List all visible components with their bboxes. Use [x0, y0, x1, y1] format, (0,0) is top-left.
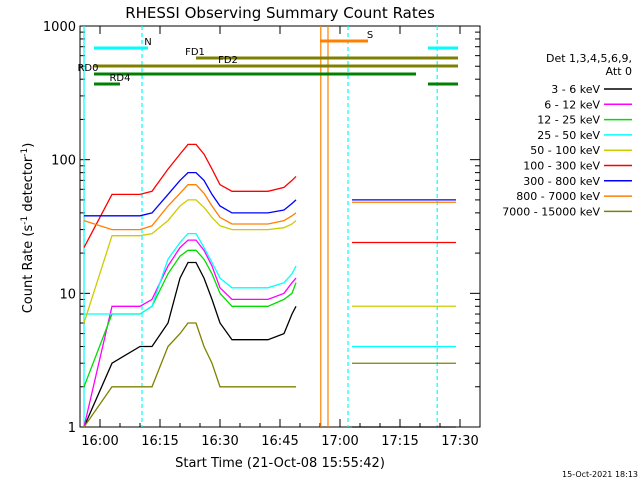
- series-line: [84, 232, 297, 315]
- series-line: [83, 239, 297, 428]
- flag-label-n: N: [144, 37, 151, 48]
- plot-area: 1 10 100 1000 16:00 16:15 16:30 16:45 17:00 17:15…: [43, 20, 481, 449]
- legend-label: 50 - 100 keV: [530, 144, 600, 157]
- timestamp: 15-Oct-2021 18:13: [562, 470, 638, 479]
- x-tick-label: 16:15: [141, 434, 178, 449]
- x-tick-label: 17:15: [381, 434, 418, 449]
- x-axis-label: Start Time (21-Oct-08 15:55:42): [175, 456, 385, 471]
- series-line: [83, 199, 297, 324]
- plot-frame: [79, 25, 481, 428]
- chart-title: RHESSI Observing Summary Count Rates: [125, 4, 435, 22]
- x-tick-label: 17:30: [441, 434, 478, 449]
- y-axis-label-text: Count Rate (s-1 detector-1): [20, 143, 36, 314]
- y-tick-label: 1: [68, 421, 76, 436]
- legend-label: 300 - 800 keV: [523, 175, 600, 188]
- legend-label: 12 - 25 keV: [537, 114, 600, 127]
- flag-label-fd2: FD2: [218, 55, 238, 66]
- series-line: [83, 184, 297, 231]
- legend: Det 1,3,4,5,6,9,Att 0 3 - 6 keV 6 - 12 keV…: [502, 52, 632, 218]
- x-tick-label: 16:45: [261, 434, 298, 449]
- y-tick-label: 10: [59, 287, 76, 302]
- series-line: [83, 322, 296, 428]
- series-line: [83, 261, 297, 428]
- legend-label: 7000 - 15000 keV: [502, 205, 600, 218]
- flag-label-rd4: RD4: [109, 73, 130, 84]
- legend-label: 800 - 7000 keV: [516, 190, 600, 203]
- y-tick-label: 100: [51, 154, 76, 169]
- legend-label: 3 - 6 keV: [551, 83, 600, 96]
- y-axis-label: Count Rate (s-1 detector-1): [20, 143, 36, 314]
- x-tick-label: 17:00: [321, 434, 358, 449]
- y-tick-label: 1000: [43, 20, 76, 35]
- x-tick-label: 16:30: [201, 434, 238, 449]
- series-line: [84, 171, 297, 217]
- legend-label: 6 - 12 keV: [544, 98, 600, 111]
- series-line: [83, 249, 297, 388]
- legend-header: Det 1,3,4,5,6,9,: [546, 52, 632, 65]
- flag-label-s: S: [367, 30, 373, 41]
- legend-label: 25 - 50 keV: [537, 129, 600, 142]
- flag-label-rd0: RD0: [77, 63, 98, 74]
- legend-header: Att 0: [606, 65, 632, 78]
- legend-label: 100 - 300 keV: [523, 160, 600, 173]
- flag-label-fd1: FD1: [185, 47, 205, 58]
- series-line: [83, 143, 297, 248]
- x-tick-label: 16:00: [81, 434, 118, 449]
